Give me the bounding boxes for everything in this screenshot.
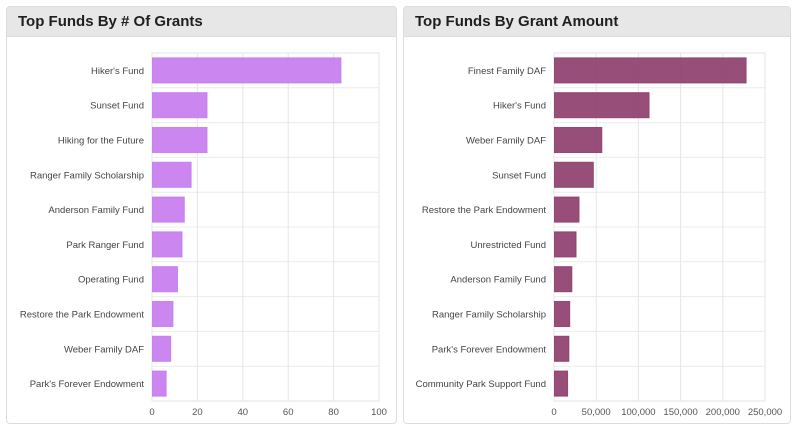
category-label: Restore the Park Endowment: [20, 310, 144, 321]
category-label: Weber Family DAF: [64, 344, 144, 355]
category-label: Operating Fund: [78, 275, 144, 286]
category-label: Hiker's Fund: [493, 101, 546, 112]
grants-count-chart: 0 20 40 60 80 100 Hiker's Fund Sunset Fund Hikin…: [20, 52, 387, 418]
category-label: Park's Forever Endowment: [432, 344, 547, 355]
grant-amount-chart: 0 50,000 100,000 150,000 200,000 250,000 Fines…: [416, 52, 782, 418]
bar[interactable]: [554, 266, 573, 293]
category-label: Sunset Fund: [492, 170, 546, 181]
x-tick-label: 40: [238, 407, 249, 418]
category-label: Ranger Family Scholarship: [30, 170, 144, 181]
grants-count-title: Top Funds By # Of Grants: [7, 7, 396, 37]
bar[interactable]: [152, 57, 342, 84]
category-label: Hiker's Fund: [91, 66, 144, 77]
bar[interactable]: [152, 161, 192, 188]
bar[interactable]: [554, 231, 577, 258]
category-label: Sunset Fund: [90, 101, 144, 112]
category-label: Park Ranger Fund: [66, 240, 144, 251]
bar[interactable]: [152, 231, 183, 258]
category-label: Unrestricted Fund: [470, 240, 546, 251]
x-tick-label: 0: [149, 407, 154, 418]
x-tick-label: 100,000: [621, 407, 655, 418]
x-tick-label: 100: [371, 407, 387, 418]
category-label: Community Park Support Fund: [416, 379, 546, 390]
x-tick-label: 0: [551, 407, 556, 418]
category-label: Finest Family DAF: [468, 66, 546, 77]
x-tick-label: 200,000: [706, 407, 740, 418]
category-label: Park's Forever Endowment: [30, 379, 145, 390]
bar[interactable]: [554, 161, 594, 188]
bar[interactable]: [554, 300, 571, 328]
bar[interactable]: [554, 92, 650, 119]
bar[interactable]: [152, 126, 208, 154]
category-label: Ranger Family Scholarship: [432, 310, 546, 321]
grant-amount-panel: Top Funds By Grant Amount 0 50,000 100,000…: [403, 6, 791, 424]
grant-amount-title: Top Funds By Grant Amount: [404, 7, 790, 37]
bar[interactable]: [554, 335, 570, 362]
x-tick-label: 50,000: [582, 407, 611, 418]
x-tick-label: 60: [283, 407, 294, 418]
category-label: Weber Family DAF: [466, 136, 546, 147]
x-tick-label: 80: [328, 407, 339, 418]
bar[interactable]: [152, 196, 185, 223]
category-label: Anderson Family Fund: [48, 205, 144, 216]
bar[interactable]: [554, 370, 569, 397]
category-label: Hiking for the Future: [58, 136, 144, 147]
bar[interactable]: [554, 126, 603, 154]
bar[interactable]: [554, 57, 747, 84]
bar[interactable]: [152, 335, 172, 362]
bar[interactable]: [152, 92, 208, 119]
bar[interactable]: [152, 266, 178, 293]
grants-count-panel: Top Funds By # Of Grants 0 20 40 60 80 100 Hik…: [6, 6, 397, 424]
bar[interactable]: [152, 370, 167, 397]
x-tick-label: 150,000: [663, 407, 697, 418]
category-label: Anderson Family Fund: [450, 275, 546, 286]
bar[interactable]: [152, 300, 174, 328]
bar[interactable]: [554, 196, 580, 223]
category-label: Restore the Park Endowment: [422, 205, 546, 216]
x-tick-label: 250,000: [748, 407, 782, 418]
x-tick-label: 20: [192, 407, 203, 418]
